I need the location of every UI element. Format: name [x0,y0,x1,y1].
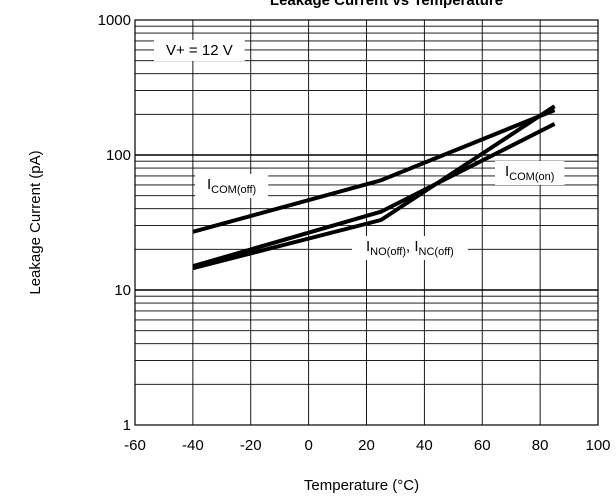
condition-label-background [154,40,245,61]
y-tick-label: 100 [106,147,131,164]
x-tick-label: 20 [358,437,375,454]
annotation-com-off-sub: COM(off) [211,184,256,196]
x-tick-label: 0 [304,437,312,454]
y-tick-label: 10 [114,282,131,299]
y-tick-label: 1 [123,417,131,434]
annotation-nc-off-main: I [414,238,418,255]
y-tick-label: 1000 [98,12,131,29]
series-line-1 [192,108,556,234]
x-tick-label: -60 [124,437,146,454]
series-line-2 [192,122,556,269]
annotation-no-nc-off-background [352,236,468,260]
plot-frame [134,19,599,426]
y-axis-label: Leakage Current (pA) [27,150,44,294]
condition-label: V+ = 12 V [166,42,233,59]
chart-title: Leakage Current vs Temperature [270,0,503,9]
series-lines [192,104,556,271]
annotation-com-off-main: I [207,176,211,193]
annotation-com-on-main: I [505,163,509,180]
x-tick-labels: -60 -40 -20 0 20 40 60 80 100 [124,437,610,454]
x-axis-label: Temperature (°C) [304,477,419,494]
series-line-3 [192,104,556,271]
x-tick-label: -40 [182,437,204,454]
x-tick-label: 80 [532,437,549,454]
annotation-com-off-background [195,174,269,198]
annotation-no-off-main: I [366,238,370,255]
annotation-com-on: ICOM(on) [505,163,554,183]
annotation-separator: , [406,238,414,255]
annotation-com-on-background [495,161,565,185]
x-tick-label: 100 [585,437,610,454]
y-tick-labels: 1 10 100 1000 [98,12,131,434]
annotation-no-off-sub: NO(off) [370,246,406,258]
annotation-com-on-sub: COM(on) [509,171,554,183]
x-tick-label: -20 [240,437,262,454]
annotation-no-nc-off: INO(off), INC(off) [366,238,454,258]
x-tick-label: 60 [474,437,491,454]
annotation-nc-off-sub: NC(off) [419,246,454,258]
annotation-com-off: ICOM(off) [207,176,256,196]
x-tick-label: 40 [416,437,433,454]
